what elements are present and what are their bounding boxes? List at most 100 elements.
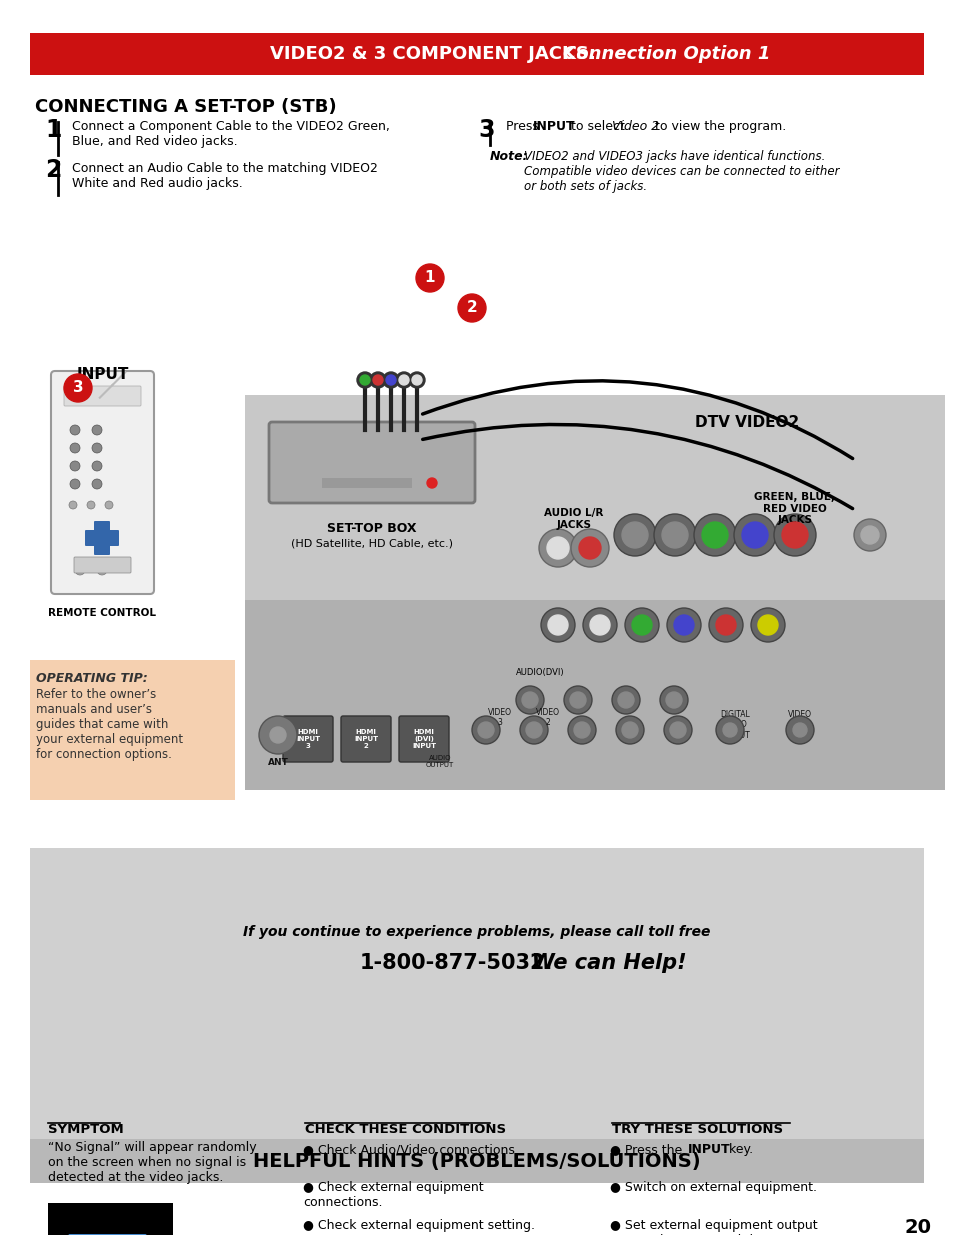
Text: ● Press the: ● Press the xyxy=(609,1144,685,1156)
Circle shape xyxy=(519,716,547,743)
Text: Press: Press xyxy=(505,120,542,133)
Circle shape xyxy=(64,374,91,403)
FancyBboxPatch shape xyxy=(398,716,449,762)
Text: to select: to select xyxy=(566,120,628,133)
Circle shape xyxy=(569,692,585,708)
Circle shape xyxy=(457,294,485,322)
Circle shape xyxy=(582,608,617,642)
Text: ● Check external equipment
connections.: ● Check external equipment connections. xyxy=(303,1181,483,1209)
Text: 2: 2 xyxy=(466,300,476,315)
Text: to view the program.: to view the program. xyxy=(650,120,785,133)
Circle shape xyxy=(563,685,592,714)
Circle shape xyxy=(540,608,575,642)
Circle shape xyxy=(621,522,647,548)
FancyBboxPatch shape xyxy=(283,716,333,762)
Text: Connect an Audio Cable to the matching VIDEO2
White and Red audio jacks.: Connect an Audio Cable to the matching V… xyxy=(71,162,377,190)
Circle shape xyxy=(70,479,80,489)
FancyBboxPatch shape xyxy=(30,848,923,1183)
Circle shape xyxy=(861,526,878,543)
Circle shape xyxy=(614,514,656,556)
Text: (HD Satellite, HD Cable, etc.): (HD Satellite, HD Cable, etc.) xyxy=(291,538,453,548)
Circle shape xyxy=(412,375,421,385)
Text: HDMI
INPUT
2: HDMI INPUT 2 xyxy=(354,729,377,748)
Circle shape xyxy=(621,722,638,739)
Text: CHECK THESE CONDITIONS: CHECK THESE CONDITIONS xyxy=(305,1123,506,1136)
Circle shape xyxy=(571,529,608,567)
Circle shape xyxy=(270,727,286,743)
Circle shape xyxy=(382,372,398,388)
Circle shape xyxy=(69,501,77,509)
Text: ● Switch on external equipment.: ● Switch on external equipment. xyxy=(609,1181,816,1194)
Text: VIDEO: VIDEO xyxy=(787,710,811,719)
Circle shape xyxy=(716,615,735,635)
Circle shape xyxy=(373,375,382,385)
Circle shape xyxy=(661,522,687,548)
Text: DTV VIDEO2: DTV VIDEO2 xyxy=(695,415,799,430)
FancyBboxPatch shape xyxy=(64,387,141,406)
Circle shape xyxy=(395,372,412,388)
Text: DIGITAL
AUDIO
OUTPUT: DIGITAL AUDIO OUTPUT xyxy=(719,710,750,740)
Text: VIDEO2 and VIDEO3 jacks have identical functions.
Compatible video devices can b: VIDEO2 and VIDEO3 jacks have identical f… xyxy=(523,149,839,193)
Text: HDMI
(DVI)
INPUT: HDMI (DVI) INPUT xyxy=(412,729,436,748)
Circle shape xyxy=(785,716,813,743)
Circle shape xyxy=(258,716,296,755)
FancyBboxPatch shape xyxy=(74,557,131,573)
Circle shape xyxy=(618,692,634,708)
Circle shape xyxy=(409,372,424,388)
Text: Refer to the owner’s
manuals and user’s
guides that came with
your external equi: Refer to the owner’s manuals and user’s … xyxy=(36,688,183,761)
Text: 3: 3 xyxy=(72,380,83,395)
Text: 20: 20 xyxy=(903,1218,930,1235)
Text: 2: 2 xyxy=(45,158,61,182)
Circle shape xyxy=(472,716,499,743)
Text: ● Check external equipment setting.: ● Check external equipment setting. xyxy=(303,1219,535,1233)
Circle shape xyxy=(356,372,373,388)
Text: If you continue to experience problems, please call toll free: If you continue to experience problems, … xyxy=(243,925,710,939)
Circle shape xyxy=(416,264,443,291)
Circle shape xyxy=(708,608,742,642)
Circle shape xyxy=(91,425,102,435)
Text: AUDIO(DVI): AUDIO(DVI) xyxy=(516,668,564,677)
Circle shape xyxy=(701,522,727,548)
Circle shape xyxy=(95,531,109,545)
Circle shape xyxy=(97,564,107,576)
Circle shape xyxy=(547,615,567,635)
Text: VIDEO2 & 3 COMPONENT JACKS:: VIDEO2 & 3 COMPONENT JACKS: xyxy=(270,44,601,63)
Text: GREEN, BLUE,
RED VIDEO
JACKS: GREEN, BLUE, RED VIDEO JACKS xyxy=(754,492,835,525)
Circle shape xyxy=(525,722,541,739)
Circle shape xyxy=(91,443,102,453)
Text: We can Help!: We can Help! xyxy=(510,953,686,973)
Text: key.: key. xyxy=(724,1144,752,1156)
Text: INPUT: INPUT xyxy=(533,120,575,133)
Text: VIDEO
3: VIDEO 3 xyxy=(488,708,512,727)
Text: 3: 3 xyxy=(477,119,494,142)
Circle shape xyxy=(716,716,743,743)
Circle shape xyxy=(693,514,735,556)
Circle shape xyxy=(370,372,386,388)
Text: Connection Option 1: Connection Option 1 xyxy=(562,44,770,63)
Circle shape xyxy=(87,501,95,509)
Circle shape xyxy=(741,522,767,548)
Circle shape xyxy=(91,461,102,471)
Text: 1: 1 xyxy=(424,270,435,285)
Circle shape xyxy=(75,564,85,576)
Text: ANT: ANT xyxy=(267,758,288,767)
Text: Note:: Note: xyxy=(490,149,528,163)
Circle shape xyxy=(663,716,691,743)
Circle shape xyxy=(578,537,600,559)
Circle shape xyxy=(781,522,807,548)
Text: SYMPTOM: SYMPTOM xyxy=(48,1123,124,1136)
Circle shape xyxy=(669,722,685,739)
Circle shape xyxy=(477,722,494,739)
Text: SET-TOP BOX: SET-TOP BOX xyxy=(327,522,416,535)
Circle shape xyxy=(631,615,651,635)
Circle shape xyxy=(722,722,737,737)
FancyBboxPatch shape xyxy=(94,521,110,555)
Circle shape xyxy=(546,537,568,559)
Circle shape xyxy=(386,375,395,385)
Circle shape xyxy=(589,615,609,635)
Circle shape xyxy=(70,461,80,471)
Circle shape xyxy=(574,722,589,739)
FancyBboxPatch shape xyxy=(30,659,234,800)
FancyBboxPatch shape xyxy=(48,1203,172,1235)
Text: INPUT: INPUT xyxy=(76,367,129,382)
